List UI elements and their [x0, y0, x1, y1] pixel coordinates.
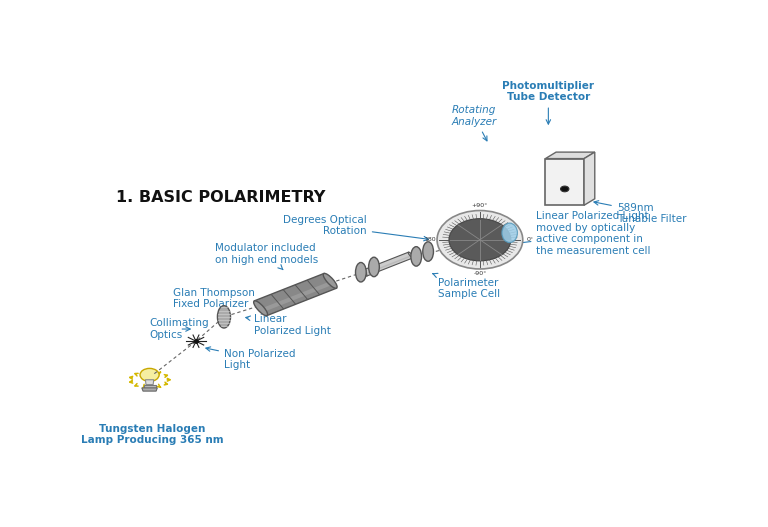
Text: 589nm
Tunable Filter: 589nm Tunable Filter	[594, 201, 687, 224]
Text: 0°: 0°	[526, 237, 534, 242]
Text: Collimating
Optics: Collimating Optics	[150, 318, 209, 340]
Text: Photomultiplier
Tube Detector: Photomultiplier Tube Detector	[502, 81, 594, 124]
Text: Polarimeter
Sample Cell: Polarimeter Sample Cell	[433, 274, 501, 299]
Ellipse shape	[369, 257, 379, 277]
Circle shape	[561, 186, 569, 192]
Ellipse shape	[411, 247, 422, 266]
Text: Tungsten Halogen
Lamp Producing 365 nm: Tungsten Halogen Lamp Producing 365 nm	[81, 424, 223, 445]
Polygon shape	[254, 274, 336, 316]
Text: Linear Polarized Light
moved by optically
active component in
the measurement ce: Linear Polarized Light moved by opticall…	[517, 211, 651, 256]
Ellipse shape	[217, 306, 230, 328]
Polygon shape	[584, 152, 594, 205]
Text: Linear
Polarized Light: Linear Polarized Light	[246, 314, 330, 336]
Circle shape	[449, 219, 511, 261]
Polygon shape	[545, 152, 594, 159]
Polygon shape	[144, 385, 155, 388]
Circle shape	[437, 211, 523, 269]
Ellipse shape	[253, 301, 267, 316]
Text: 1. BASIC POLARIMETRY: 1. BASIC POLARIMETRY	[116, 190, 326, 204]
Polygon shape	[545, 159, 584, 205]
Polygon shape	[362, 252, 413, 276]
Polygon shape	[261, 281, 333, 312]
Text: -90°: -90°	[473, 271, 487, 276]
Text: Modulator included
on high end models: Modulator included on high end models	[215, 243, 318, 270]
Ellipse shape	[323, 274, 337, 288]
Ellipse shape	[502, 223, 518, 242]
Ellipse shape	[140, 368, 159, 382]
Text: Rotating
Analyzer: Rotating Analyzer	[452, 105, 497, 141]
Text: 180: 180	[424, 237, 435, 242]
Text: Non Polarized
Light: Non Polarized Light	[206, 347, 296, 370]
Polygon shape	[142, 388, 157, 391]
Ellipse shape	[362, 270, 367, 276]
Text: Glan Thompson
Fixed Polarizer: Glan Thompson Fixed Polarizer	[174, 288, 255, 313]
Text: +90°: +90°	[472, 203, 488, 208]
Ellipse shape	[409, 252, 413, 258]
Ellipse shape	[422, 242, 433, 261]
Ellipse shape	[356, 262, 366, 282]
Text: Degrees Optical
Rotation: Degrees Optical Rotation	[283, 215, 429, 241]
Polygon shape	[365, 255, 412, 275]
Polygon shape	[145, 380, 154, 385]
